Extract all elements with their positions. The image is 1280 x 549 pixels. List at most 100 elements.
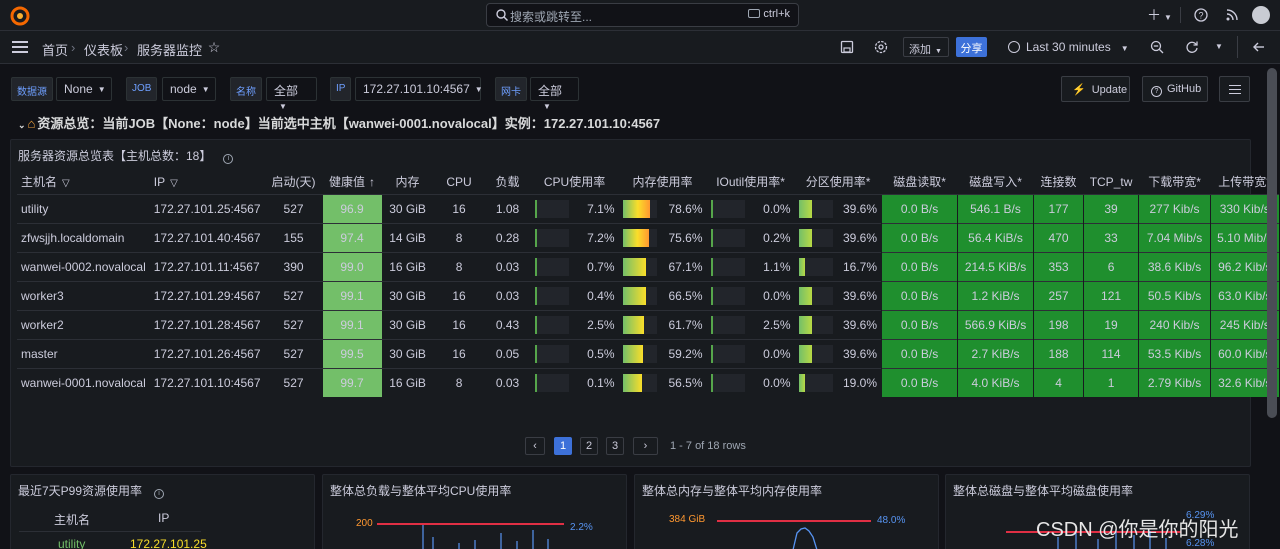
download-cell: 50.5 Kib/s	[1138, 280, 1211, 310]
column-header-cpu[interactable]: CPU	[446, 174, 472, 189]
gauge-value: 0.0%	[763, 375, 791, 390]
column-header-memory[interactable]: 内存	[395, 175, 420, 190]
column-header-label: IP	[153, 174, 166, 189]
gauge-bar	[710, 315, 745, 334]
gauge-bar	[534, 199, 569, 218]
page-button-3[interactable]: 3	[606, 437, 624, 455]
column-header-connections[interactable]: 连接数	[1040, 175, 1077, 190]
gauge: 39.6%	[798, 344, 878, 363]
column-header-tcp-tw[interactable]: TCP_tw	[1089, 174, 1133, 189]
variable-label-nic: 网卡	[495, 77, 527, 101]
column-header-health[interactable]: 健康值 ↑	[323, 170, 382, 194]
column-header-host[interactable]: 主机名 ▽	[17, 170, 150, 194]
column-header-ioutil[interactable]: IOutil使用率*	[716, 175, 785, 190]
disk-read-cell: 0.0 B/s	[881, 280, 958, 310]
page-button-1[interactable]: 1	[554, 437, 572, 455]
column-header-host[interactable]: 主机名	[54, 513, 91, 527]
table-row[interactable]: zfwsjjh.localdomain 172.27.101.40:4567 155…	[17, 222, 1279, 252]
column-header-mem-usage[interactable]: 内存使用率	[632, 175, 693, 190]
tcp-tw-cell: 121	[1083, 280, 1139, 310]
avatar[interactable]	[1252, 6, 1270, 24]
rss-icon[interactable]	[1225, 7, 1239, 23]
add-button[interactable]: 添加 ▼	[903, 37, 949, 57]
next-page-button[interactable]: ›	[633, 437, 658, 455]
variable-select-datasource[interactable]: None ▼	[56, 77, 112, 101]
ip-cell: 172.27.101.28:4567	[149, 309, 265, 339]
breadcrumb-home[interactable]: 首页	[42, 43, 69, 58]
share-button[interactable]: 分享	[956, 37, 987, 57]
column-header-ip[interactable]: IP	[158, 511, 170, 525]
table-row[interactable]: utility 172.27.101.25:4567 527 96.9 30 GiB 16…	[17, 193, 1279, 223]
column-header-cpu-usage[interactable]: CPU使用率	[543, 175, 606, 190]
column-header-ip[interactable]: IP ▽	[150, 170, 265, 194]
filter-icon[interactable]: ▽	[170, 177, 178, 189]
scrollbar[interactable]	[1266, 64, 1278, 549]
update-button[interactable]: ⚡ Update	[1061, 76, 1130, 102]
mem-usage-cell: 78.6%	[618, 193, 707, 223]
info-icon[interactable]: i	[154, 489, 165, 499]
variable-select-nic[interactable]: 全部 ▼	[530, 77, 579, 111]
uptime-cell: 527	[264, 367, 323, 397]
cpu-cores-cell: 16	[433, 338, 485, 368]
prev-page-button[interactable]: ‹	[525, 437, 545, 455]
gauge-fill	[710, 228, 713, 247]
links-menu-button[interactable]	[1219, 76, 1250, 102]
gauge-value: 39.6%	[843, 346, 878, 361]
table-row[interactable]: worker3 172.27.101.29:4567 527 99.1 30 GiB 16…	[17, 280, 1279, 310]
refresh-icon[interactable]	[1185, 40, 1199, 54]
variable-select-job[interactable]: node ▼	[162, 77, 216, 101]
column-header-partition[interactable]: 分区使用率*	[805, 175, 871, 190]
scrollbar-thumb[interactable]	[1267, 68, 1277, 418]
table-row[interactable]: wanwei-0002.novalocal 172.27.101.11:4567 3…	[17, 251, 1279, 281]
grafana-logo-icon[interactable]	[10, 6, 30, 26]
column-header-label: 健康值	[329, 175, 366, 190]
gauge-bar	[622, 257, 657, 276]
variable-select-name[interactable]: 全部 ▼	[266, 77, 317, 111]
variable-select-ip[interactable]: 172.27.101.10:4567 ▼	[355, 77, 483, 101]
star-icon[interactable]: ☆	[207, 39, 221, 55]
search-input[interactable]: 搜索或跳转至... ctrl+k	[486, 3, 799, 27]
save-icon[interactable]	[839, 39, 855, 55]
collapse-icon[interactable]	[1251, 40, 1267, 54]
row-title[interactable]: ⌄ ⌂ 资源总览：当前JOB【None：node】当前选中主机【wanwei-000…	[18, 113, 660, 132]
gauge-value: 67.1%	[668, 259, 703, 274]
github-button[interactable]: ? GitHub	[1142, 76, 1208, 102]
column-header-uptime[interactable]: 启动(天)	[271, 175, 316, 190]
info-icon[interactable]: i	[223, 154, 234, 164]
column-header-download[interactable]: 下载带宽*	[1148, 175, 1201, 190]
gauge: 0.5%	[534, 344, 615, 363]
settings-icon[interactable]	[873, 39, 889, 55]
table-row[interactable]: wanwei-0001.novalocal 172.27.101.10:4567 5…	[17, 367, 1279, 397]
column-header-upload[interactable]: 上传带宽*	[1218, 175, 1271, 190]
plus-icon[interactable]: ＋ ▼	[1147, 7, 1172, 23]
column-header-disk-write[interactable]: 磁盘写入*	[969, 175, 1022, 190]
tcp-tw-cell: 19	[1083, 309, 1139, 339]
variable-label-job: JOB	[126, 77, 158, 101]
table-row[interactable]: master 172.27.101.26:4567 527 99.5 30 GiB 16 0…	[17, 338, 1279, 368]
gauge: 39.6%	[798, 286, 877, 305]
gauge-fill	[710, 344, 713, 363]
column-header-disk-read[interactable]: 磁盘读取*	[893, 175, 946, 190]
help-icon[interactable]: ?	[1194, 7, 1208, 23]
gauge-value: 78.6%	[668, 201, 703, 216]
ioutil-cell: 0.2%	[706, 222, 795, 252]
tcp-tw-cell: 39	[1083, 193, 1139, 223]
gauge-fill	[798, 257, 805, 276]
gauge: 19.0%	[798, 373, 877, 392]
cpu-usage-cell: 0.1%	[530, 367, 619, 397]
gauge: 39.6%	[798, 228, 877, 247]
table-row[interactable]: worker2 172.27.101.28:4567 527 99.1 30 GiB 16…	[17, 309, 1279, 339]
time-range-picker[interactable]: Last 30 minutes ▼	[1008, 40, 1129, 54]
filter-icon[interactable]: ▽	[62, 178, 70, 190]
zoom-out-icon[interactable]	[1150, 40, 1164, 54]
menu-icon[interactable]	[12, 41, 28, 53]
gauge-value: 61.7%	[668, 317, 703, 332]
tcp-tw-cell: 1	[1083, 367, 1139, 397]
gauge: 0.0%	[710, 373, 791, 392]
gauge-value: 0.0%	[763, 201, 791, 216]
column-header-load[interactable]: 负载	[495, 175, 520, 190]
breadcrumb-dashboards[interactable]: 仪表板	[84, 43, 124, 58]
page-button-2[interactable]: 2	[580, 437, 598, 455]
variable-label-datasource: 数据源	[11, 77, 53, 101]
refresh-interval-dropdown[interactable]: ▼	[1215, 42, 1223, 51]
